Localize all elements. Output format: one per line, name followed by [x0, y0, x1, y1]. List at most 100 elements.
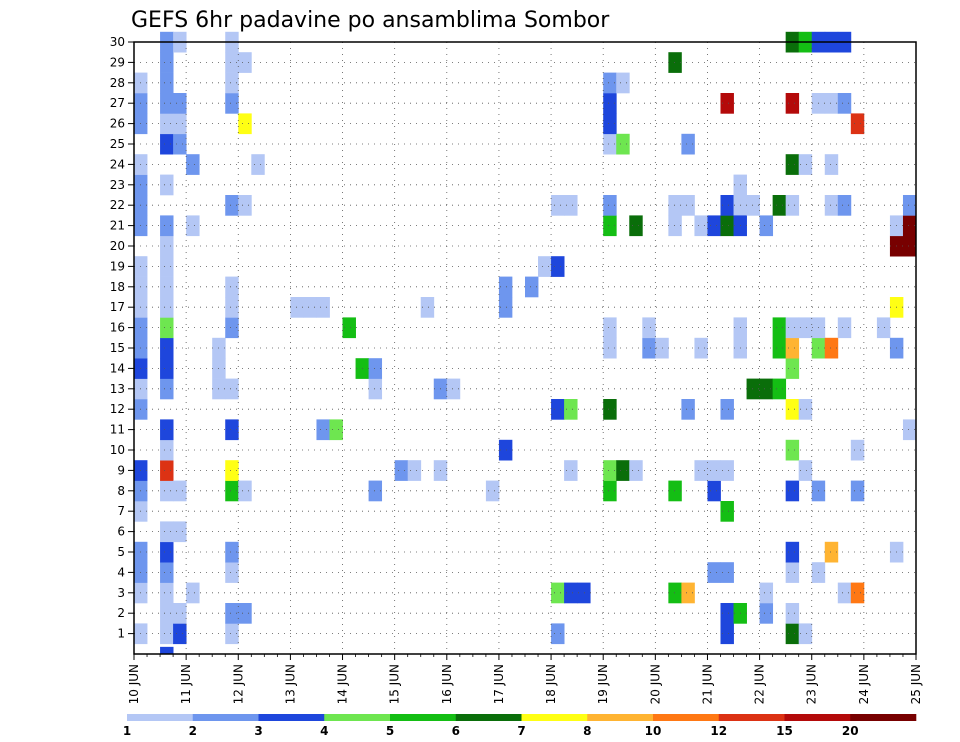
heatmap-cell: [746, 195, 760, 216]
heatmap-cell: [837, 317, 852, 339]
heatmap-cell: [394, 460, 409, 481]
y-tick-label: 3: [117, 586, 125, 600]
heatmap-cell: [238, 195, 252, 216]
heatmap-cell: [160, 419, 174, 441]
heatmap-cell: [564, 399, 578, 420]
heatmap-cell: [538, 256, 552, 277]
heatmap-cell: [225, 297, 239, 318]
heatmap-cell: [551, 623, 565, 645]
y-tick-label: 1: [117, 627, 125, 641]
x-tick-label: 21 JUN: [700, 664, 714, 704]
heatmap-cell: [642, 317, 656, 339]
heatmap-cell: [876, 317, 891, 339]
heatmap-cell: [238, 113, 252, 135]
cells-layer: [134, 31, 917, 655]
heatmap-cell: [785, 541, 800, 563]
heatmap-cell: [850, 113, 865, 135]
heatmap-cell: [225, 378, 239, 400]
heatmap-cell: [160, 623, 174, 645]
heatmap-cell: [498, 297, 513, 318]
grid-layer: [133, 41, 917, 654]
legend-swatch: [192, 714, 259, 721]
heatmap-cell: [564, 582, 578, 604]
x-tick-label: 18 JUN: [544, 664, 558, 704]
x-tick-label: 25 JUN: [909, 664, 923, 704]
heatmap-cell: [759, 378, 774, 400]
heatmap-cell: [329, 419, 343, 441]
heatmap-cell: [837, 195, 852, 216]
heatmap-cell: [420, 297, 435, 318]
legend-swatch: [521, 714, 588, 721]
heatmap-cell: [902, 235, 917, 257]
y-tick-label: 30: [110, 35, 125, 49]
heatmap-cell: [186, 154, 200, 175]
heatmap-cell: [368, 358, 383, 379]
heatmap-cell: [160, 480, 174, 502]
heatmap-cell: [785, 317, 800, 339]
heatmap-cell: [720, 603, 734, 624]
heatmap-cell: [746, 378, 760, 400]
heatmap-cell: [160, 174, 174, 196]
y-tick-label: 16: [110, 321, 125, 335]
legend-label: 3: [254, 724, 262, 738]
legend-swatch: [850, 714, 917, 721]
y-tick-label: 21: [110, 219, 125, 233]
x-tick-label: 10 JUN: [127, 664, 141, 704]
heatmap-cell: [160, 133, 174, 155]
heatmap-cell: [798, 154, 813, 175]
y-tick-label: 5: [117, 545, 125, 559]
legend-swatch: [390, 714, 457, 721]
heatmap-cell: [225, 460, 239, 481]
y-tick-label: 20: [110, 239, 125, 253]
y-tick-label: 28: [110, 76, 125, 90]
heatmap-cell: [603, 93, 617, 114]
heatmap-cell: [225, 52, 239, 73]
legend-label: 10: [645, 724, 662, 738]
x-tick-label: 23 JUN: [805, 664, 819, 704]
chart-title: GEFS 6hr padavine po ansamblima Sombor: [131, 8, 610, 33]
heatmap-cell: [668, 480, 682, 502]
heatmap-cell: [629, 460, 643, 481]
heatmap-cell: [681, 133, 695, 155]
heatmap-cell: [785, 562, 800, 583]
heatmap-cell: [798, 460, 813, 481]
y-tick-label: 22: [110, 198, 125, 212]
heatmap-cell: [603, 113, 617, 135]
heatmap-cell: [525, 276, 539, 298]
x-tick-label: 22 JUN: [753, 664, 767, 704]
heatmap-cell: [772, 317, 787, 339]
legend-swatch: [258, 714, 325, 721]
x-tick-label: 24 JUN: [857, 664, 871, 704]
heatmap-cell: [785, 480, 800, 502]
heatmap-cell: [160, 582, 174, 604]
y-tick-label: 29: [110, 55, 125, 69]
heatmap-cell: [160, 521, 174, 543]
legend-label: 4: [320, 724, 328, 738]
x-tick-label: 19 JUN: [596, 664, 610, 704]
heatmap-cell: [798, 317, 813, 339]
heatmap-cell: [902, 215, 917, 237]
color-legend: 1 2 3 4 5 6 7 8 10 12 15 20: [123, 714, 917, 738]
heatmap-cell: [824, 93, 839, 114]
y-tick-label: 18: [110, 280, 125, 294]
y-tick-label: 6: [117, 525, 125, 539]
y-tick-label: 27: [110, 96, 125, 110]
heatmap-cell: [485, 480, 500, 502]
heatmap-cell: [290, 297, 304, 318]
heatmap-cell: [368, 378, 383, 400]
heatmap-cell: [160, 256, 174, 277]
y-tick-label: 15: [110, 341, 125, 355]
heatmap-cell: [160, 215, 174, 237]
heatmap-cell: [642, 337, 656, 359]
heatmap-cell: [173, 603, 187, 624]
heatmap-cell: [785, 439, 800, 461]
heatmap-cell: [160, 72, 174, 94]
heatmap-cell: [173, 93, 187, 114]
heatmap-cell: [668, 195, 682, 216]
heatmap-cell: [225, 276, 239, 298]
x-tick-label: 12 JUN: [231, 664, 245, 704]
y-tick-label: 12: [110, 402, 125, 416]
heatmap-cell: [225, 72, 239, 94]
heatmap-cell: [668, 582, 682, 604]
x-tick-label: 13 JUN: [283, 664, 297, 704]
